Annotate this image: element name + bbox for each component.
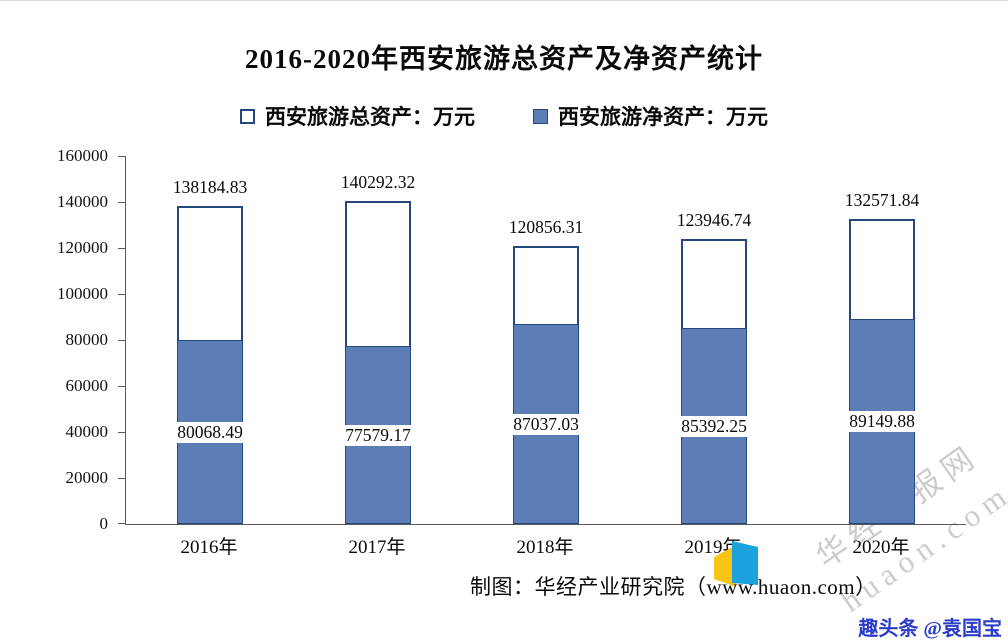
plot-area: 138184.83 80068.49 140292.32 77579.17 120856…: [118, 156, 966, 525]
legend-label-total-assets: 西安旅游总资产：万元: [265, 105, 475, 129]
net-assets-value-text: 87037.03: [510, 413, 582, 435]
author-watermark: 趣头条 @袁国宝: [858, 618, 1002, 640]
x-axis-tick-label: 2017年: [348, 537, 406, 558]
net-assets-value-label: 89149.88: [798, 411, 966, 433]
y-axis-tick-mark: [118, 340, 126, 341]
y-axis-labels: 0 20000 40000 60000 80000 100000 120000 140000 1…: [0, 146, 118, 533]
total-assets-value-label: 140292.32: [340, 172, 416, 193]
x-axis-tick-label: 2018年: [516, 537, 574, 558]
legend-item-total-assets: 西安旅游总资产：万元: [240, 101, 475, 131]
y-axis-tick-label: 140000: [57, 192, 108, 211]
total-assets-value-label: 120856.31: [508, 217, 584, 238]
y-axis-tick-mark: [118, 248, 126, 249]
total-assets-value-label: 132571.84: [844, 190, 920, 211]
net-assets-value-label: 87037.03: [462, 413, 630, 435]
legend-label-net-assets: 西安旅游净资产：万元: [558, 105, 768, 129]
y-axis-tick-label: 0: [99, 514, 109, 533]
x-axis-labels: 2016年 2017年 2018年 2019年 2020年: [125, 532, 966, 560]
source-caption: 制图：华经产业研究院（www.huaon.com）: [470, 575, 877, 599]
net-assets-value-label: 77579.17: [294, 424, 462, 446]
total-assets-value-label: 123946.74: [676, 209, 752, 230]
y-axis-tick-mark: [118, 432, 126, 433]
x-axis-tick-label: 2020年: [852, 537, 910, 558]
legend-swatch-net-assets: [533, 108, 548, 124]
y-axis-tick-mark: [118, 478, 126, 479]
y-axis-tick-mark: [118, 523, 126, 524]
y-axis-tick-mark: [118, 156, 126, 157]
net-assets-value-text: 80068.49: [174, 421, 246, 443]
net-assets-value-text: 77579.17: [342, 424, 414, 446]
y-axis-tick-label: 20000: [65, 468, 109, 487]
y-axis-tick-label: 80000: [65, 330, 109, 349]
y-axis-tick-mark: [118, 386, 126, 387]
y-axis-tick-label: 160000: [57, 146, 108, 165]
chart-title: 2016-2020年西安旅游总资产及净资产统计: [245, 44, 763, 74]
legend-swatch-total-assets: [240, 108, 255, 124]
y-axis-tick-label: 120000: [57, 238, 108, 257]
total-assets-value-label: 138184.83: [172, 177, 248, 198]
net-assets-value-text: 89149.88: [846, 411, 918, 433]
y-axis-tick-mark: [118, 294, 126, 295]
legend-item-net-assets: 西安旅游净资产：万元: [533, 101, 768, 131]
y-axis-tick-label: 40000: [65, 422, 109, 441]
x-axis-tick-label: 2016年: [180, 537, 238, 558]
y-axis-tick-label: 60000: [65, 376, 109, 395]
net-assets-value-label: 85392.25: [630, 415, 798, 437]
net-assets-value-label: 80068.49: [126, 421, 294, 443]
y-axis-tick-label: 100000: [57, 284, 108, 303]
huaon-logo-icon: [714, 541, 758, 587]
y-axis-tick-mark: [118, 202, 126, 203]
net-assets-value-text: 85392.25: [678, 415, 750, 437]
chart-legend: 西安旅游总资产：万元 西安旅游净资产：万元: [0, 101, 1008, 131]
